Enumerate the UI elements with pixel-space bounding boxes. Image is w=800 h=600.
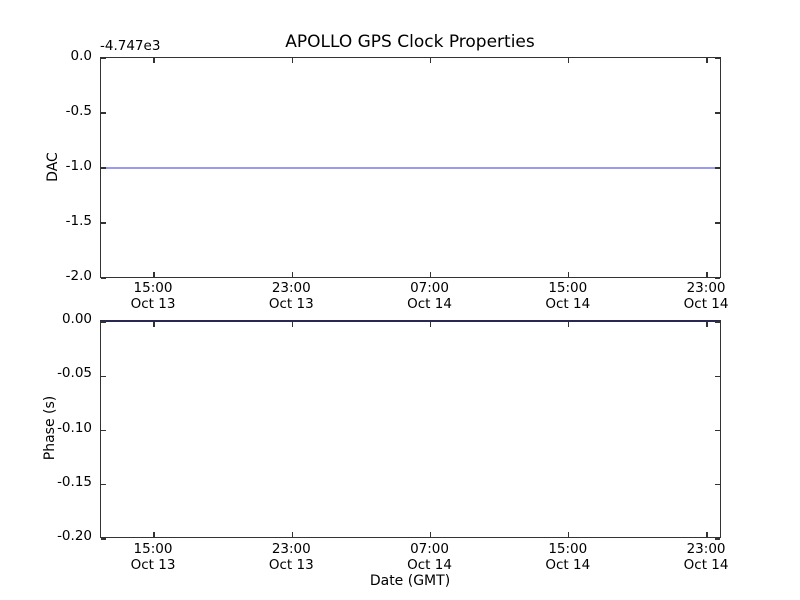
x-tick-mark bbox=[153, 532, 155, 537]
y-tick-mark bbox=[715, 167, 720, 169]
y-tick-label: -0.15 bbox=[57, 473, 92, 490]
x-tick-label: 15:00 Oct 14 bbox=[545, 280, 591, 312]
y-tick-mark bbox=[101, 429, 106, 432]
y-tick-mark bbox=[715, 321, 720, 323]
y-tick-label: -0.10 bbox=[57, 419, 92, 436]
dac-data-line bbox=[101, 166, 720, 169]
y-tick-mark bbox=[101, 277, 106, 279]
x-tick-mark bbox=[568, 322, 570, 327]
y-tick-label: -2.0 bbox=[65, 268, 92, 284]
y-tick-label: -0.05 bbox=[57, 365, 92, 382]
y-tick-mark bbox=[715, 429, 720, 432]
x-tick-label: 07:00 Oct 14 bbox=[407, 280, 452, 312]
x-tick-mark bbox=[429, 272, 432, 277]
x-tick-label: 15:00 Oct 13 bbox=[130, 541, 176, 573]
x-tick-label: 07:00 Oct 14 bbox=[407, 541, 452, 573]
y-tick-label: -0.20 bbox=[57, 528, 92, 544]
x-tick-mark bbox=[291, 322, 293, 327]
y-tick-mark bbox=[101, 112, 106, 114]
y-axis-label-dac: DAC bbox=[45, 152, 61, 182]
x-tick-mark bbox=[291, 532, 293, 537]
x-tick-mark bbox=[153, 272, 155, 277]
y-tick-label: 0.0 bbox=[70, 48, 92, 64]
y-tick-mark bbox=[101, 167, 106, 169]
y-tick-mark bbox=[715, 538, 720, 540]
y-tick-mark bbox=[101, 321, 106, 323]
y-tick-label: -0.5 bbox=[65, 103, 92, 119]
bottom-subplot-axes bbox=[100, 320, 721, 540]
x-tick-mark bbox=[153, 58, 155, 63]
x-tick-mark bbox=[568, 532, 570, 537]
x-tick-mark bbox=[568, 272, 570, 277]
y-tick-mark bbox=[715, 57, 720, 59]
x-tick-mark bbox=[706, 322, 708, 327]
x-tick-mark bbox=[706, 532, 708, 537]
x-tick-label: 23:00 Oct 14 bbox=[683, 280, 729, 312]
y-tick-mark bbox=[101, 375, 106, 377]
y-tick-mark bbox=[101, 222, 106, 224]
x-tick-mark bbox=[429, 58, 432, 63]
x-tick-mark bbox=[429, 322, 432, 327]
y-tick-mark bbox=[715, 112, 720, 114]
y-tick-mark bbox=[715, 277, 720, 279]
x-tick-mark bbox=[429, 532, 432, 537]
y-tick-label: -1.0 bbox=[65, 158, 92, 174]
x-tick-label: 23:00 Oct 14 bbox=[683, 541, 729, 573]
x-tick-label: 23:00 Oct 13 bbox=[268, 280, 314, 312]
y-tick-mark bbox=[715, 222, 720, 224]
y-tick-mark bbox=[715, 484, 720, 486]
y-axis-label-phase: Phase (s) bbox=[42, 395, 58, 461]
y-tick-label: -1.5 bbox=[65, 213, 92, 229]
chart-title: APOLLO GPS Clock Properties bbox=[285, 32, 535, 52]
x-tick-mark bbox=[153, 322, 155, 327]
y-tick-mark bbox=[101, 484, 106, 486]
x-tick-label: 15:00 Oct 14 bbox=[545, 541, 591, 573]
x-tick-mark bbox=[568, 58, 570, 63]
x-tick-mark bbox=[291, 272, 293, 277]
x-tick-mark bbox=[291, 58, 293, 63]
y-axis-offset-label: -4.747e3 bbox=[100, 38, 161, 54]
x-tick-label: 23:00 Oct 13 bbox=[268, 541, 314, 573]
y-tick-label: 0.00 bbox=[61, 311, 92, 327]
y-tick-mark bbox=[101, 57, 106, 59]
x-axis-label-date: Date (GMT) bbox=[369, 573, 451, 589]
top-subplot-axes bbox=[100, 57, 721, 279]
x-tick-label: 15:00 Oct 13 bbox=[130, 280, 176, 312]
x-tick-mark bbox=[706, 272, 708, 277]
y-tick-mark bbox=[101, 538, 106, 540]
x-tick-mark bbox=[706, 58, 708, 63]
y-tick-mark bbox=[715, 375, 720, 377]
